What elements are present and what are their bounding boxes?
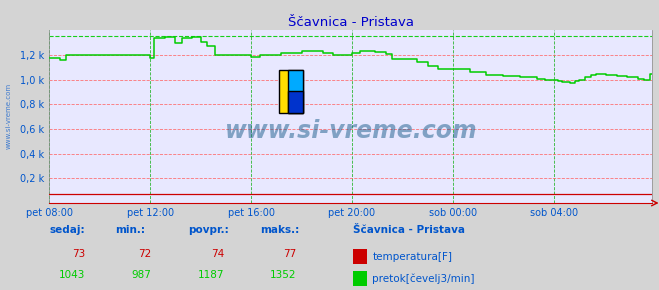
Text: 72: 72 <box>138 249 152 259</box>
Text: 987: 987 <box>132 270 152 280</box>
Text: Ščavnica - Pristava: Ščavnica - Pristava <box>353 225 465 235</box>
Text: 74: 74 <box>211 249 224 259</box>
Text: 77: 77 <box>283 249 297 259</box>
FancyBboxPatch shape <box>287 91 302 113</box>
Text: www.si-vreme.com: www.si-vreme.com <box>225 119 477 142</box>
Text: sedaj:: sedaj: <box>49 225 85 235</box>
Text: www.si-vreme.com: www.si-vreme.com <box>5 83 11 149</box>
Text: 73: 73 <box>72 249 86 259</box>
Text: temperatura[F]: temperatura[F] <box>372 252 452 262</box>
FancyBboxPatch shape <box>287 70 302 113</box>
Title: Ščavnica - Pristava: Ščavnica - Pristava <box>288 16 414 29</box>
Text: min.:: min.: <box>115 225 146 235</box>
Text: pretok[čevelj3/min]: pretok[čevelj3/min] <box>372 273 475 284</box>
Text: 1352: 1352 <box>270 270 297 280</box>
Text: 1043: 1043 <box>59 270 86 280</box>
Text: povpr.:: povpr.: <box>188 225 229 235</box>
FancyBboxPatch shape <box>279 70 302 113</box>
Text: maks.:: maks.: <box>260 225 300 235</box>
Text: 1187: 1187 <box>198 270 224 280</box>
